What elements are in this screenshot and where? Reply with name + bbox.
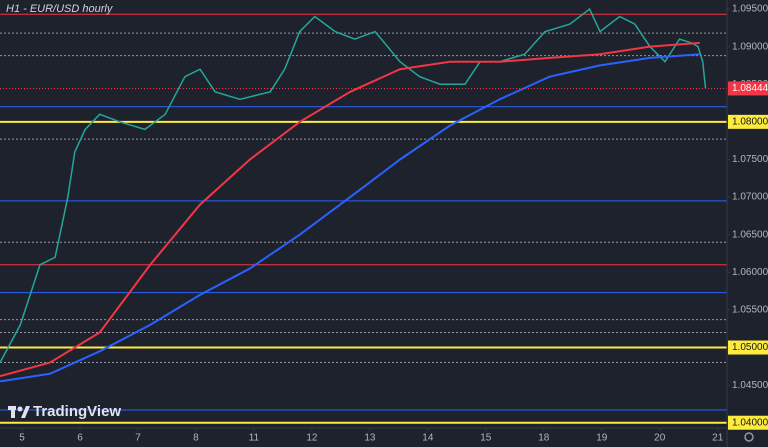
last-price-label: 1.08444 <box>732 83 768 94</box>
y-tick-label: 1.07500 <box>732 154 768 165</box>
y-tick-label: 1.08000 <box>732 116 768 127</box>
last-price-box <box>728 81 768 96</box>
x-tick-label: 12 <box>306 433 318 444</box>
y-tick-highlight <box>728 114 768 129</box>
y-tick-label: 1.04500 <box>732 380 768 391</box>
y-tick-label: 1.05000 <box>732 342 768 353</box>
x-tick-label: 11 <box>249 433 260 444</box>
y-tick-label: 1.09000 <box>732 41 768 52</box>
logo: TradingView <box>8 403 121 420</box>
y-tick-label: 1.06500 <box>732 229 768 240</box>
chart-title: H1 - EUR/USD hourly <box>6 3 114 15</box>
x-tick-label: 14 <box>422 433 434 444</box>
settings-icon[interactable] <box>744 432 754 442</box>
x-tick-label: 21 <box>712 433 724 444</box>
x-tick-label: 19 <box>596 433 608 444</box>
y-tick-label: 1.06000 <box>732 267 768 278</box>
x-tick-label: 8 <box>193 433 199 444</box>
y-tick-highlight <box>728 415 768 430</box>
series-line <box>0 53 700 383</box>
x-tick-label: 13 <box>364 433 376 444</box>
y-tick-label: 1.09500 <box>732 4 768 15</box>
logo-icon <box>17 406 23 412</box>
x-tick-label: 6 <box>77 433 83 444</box>
x-tick-label: 5 <box>19 433 25 444</box>
logo-icon <box>11 406 15 418</box>
logo-icon <box>21 406 30 418</box>
x-tick-label: 7 <box>135 433 141 444</box>
brand: TradingView <box>33 403 121 420</box>
y-tick-highlight <box>728 340 768 355</box>
x-tick-label: 20 <box>654 433 666 444</box>
y-tick-label: 1.05500 <box>732 305 768 316</box>
y-tick-label: 1.07000 <box>732 192 768 203</box>
series-line <box>0 41 700 378</box>
plot-area <box>0 7 727 424</box>
x-tick-label: 18 <box>538 433 550 444</box>
series-line <box>0 7 707 363</box>
y-tick-label: 1.04000 <box>732 417 768 428</box>
x-tick-label: 15 <box>480 433 492 444</box>
